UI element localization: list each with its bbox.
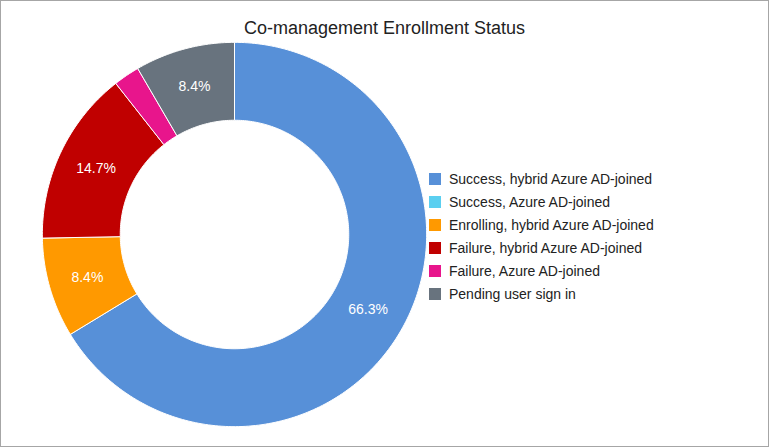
html-text:Success, hybrid Azure AD-joine: Success, hybrid Azure AD-joined <box>449 170 653 187</box>
svg-text:8.4%: 8.4% <box>71 269 103 285</box>
html-text:Failure, Azure AD-joined: Failure, Azure AD-joined <box>449 262 600 279</box>
html-text:Failure, hybrid Azure AD-joine: Failure, hybrid Azure AD-joined <box>449 239 642 256</box>
svg-text:14.7%: 14.7% <box>76 160 116 176</box>
html-text:Pending user sign in: Pending user sign in <box>449 285 576 302</box>
svg-text:66.3%: 66.3% <box>348 301 388 317</box>
html-text:Co-management Enrollment Statu: Co-management Enrollment Status <box>243 18 526 38</box>
html-text:Success, Azure AD-joined: Success, Azure AD-joined <box>449 193 611 210</box>
svg-text:8.4%: 8.4% <box>179 78 211 94</box>
html-text:Enrolling, hybrid Azure AD-joi: Enrolling, hybrid Azure AD-joined <box>449 216 654 233</box>
